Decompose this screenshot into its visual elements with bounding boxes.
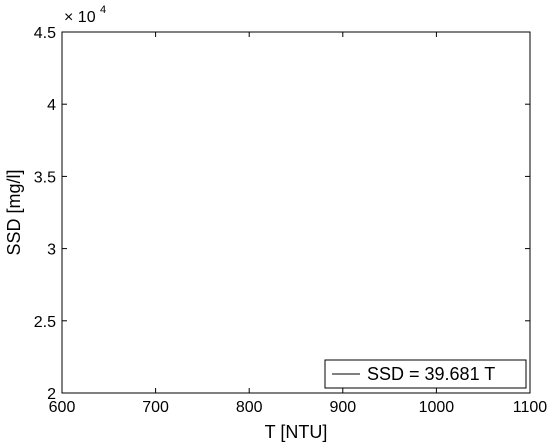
x-tick-label: 800 [236,399,263,416]
legend-label: SSD = 39.681 T [367,364,495,384]
y-axis-multiplier-base: × 10 [64,9,96,26]
y-tick-label: 4 [47,97,56,114]
y-tick-label: 2 [47,386,56,403]
x-tick-label: 1000 [419,399,455,416]
x-axis-label: T [NTU] [265,422,328,442]
legend: SSD = 39.681 T [324,359,527,389]
y-tick-label: 2.5 [34,314,56,331]
y-axis-label: SSD [mg/l] [4,169,24,255]
y-tick-label: 3.5 [34,169,56,186]
y-axis-multiplier-exponent: 4 [100,4,106,16]
x-tick-label: 600 [49,399,76,416]
y-axis-multiplier: × 10 4 [64,4,106,26]
axis-labels: T [NTU] SSD [mg/l] × 10 4 [4,4,327,442]
plot-frame [61,31,531,394]
x-tick-label: 1100 [513,399,548,416]
x-tick-label: 900 [329,399,356,416]
x-tick-label: 700 [142,399,169,416]
y-tick-label: 3 [47,242,56,259]
y-tick-label: 4.5 [34,25,56,42]
axes: 600 700 800 900 1000 1100 2 2.5 3 3.5 4 4.5 [34,25,548,416]
